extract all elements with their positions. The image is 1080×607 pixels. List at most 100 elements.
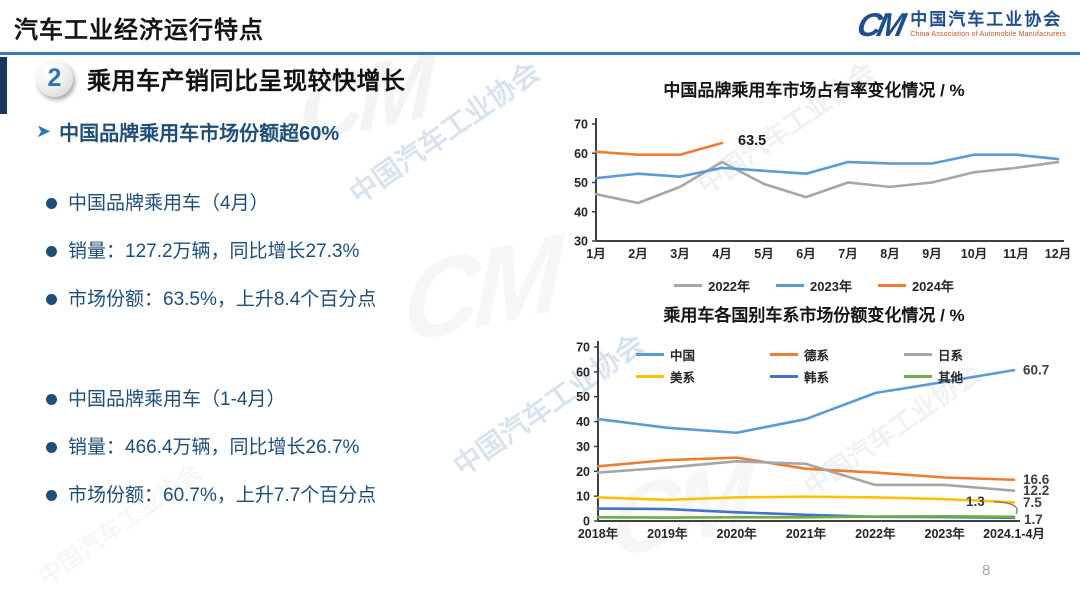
content-left: 2 乘用车产销同比呈现较快增长 ➤ 中国品牌乘用车市场份额超60% 中国品牌乘用… — [36, 60, 524, 506]
list-item: 销量：466.4万辆，同比增长26.7% — [46, 434, 516, 461]
list-item: 销量：127.2万辆，同比增长27.3% — [46, 238, 516, 265]
svg-text:2019年: 2019年 — [647, 526, 688, 541]
svg-text:2022年: 2022年 — [855, 526, 896, 541]
svg-text:6月: 6月 — [796, 247, 815, 261]
legend-item: 韩系 — [770, 367, 878, 386]
legend-item: 2022年 — [674, 276, 750, 295]
section-heading-row: 2 乘用车产销同比呈现较快增长 — [36, 60, 524, 97]
caam-logo: CM 中国汽车工业协会 China Association of Automob… — [854, 6, 1066, 43]
svg-text:60.7: 60.7 — [1023, 363, 1049, 378]
caam-logo-name: 中国汽车工业协会 — [910, 10, 1063, 30]
bullet-dot-icon — [46, 490, 57, 501]
chart-share-by-country: 乘用车各国别车系市场份额变化情况 / % 中国 德系 日系美系 韩系 其他 0 10 20 3… — [548, 305, 1080, 571]
caam-logo-mark-icon: CM — [854, 6, 906, 43]
legend-label: 日系 — [938, 349, 964, 363]
svg-text:60: 60 — [574, 147, 588, 161]
legend-line-icon — [904, 353, 932, 356]
svg-text:9月: 9月 — [922, 247, 941, 261]
chart-title: 中国品牌乘用车市场占有率变化情况 / % — [663, 81, 965, 100]
bullet-text: 销量：466.4万辆，同比增长26.7% — [68, 437, 360, 458]
bullet-group-april: 中国品牌乘用车（4月） 销量：127.2万辆，同比增长27.3% 市场份额：63… — [46, 190, 516, 334]
legend-label: 2022年 — [708, 279, 751, 294]
caam-logo-subtitle: China Association of Automobile Manufact… — [910, 30, 1066, 38]
chart-title: 乘用车各国别车系市场份额变化情况 / % — [663, 306, 965, 325]
bullet-text: 销量：127.2万辆，同比增长27.3% — [68, 241, 360, 262]
section-subheading-row: ➤ 中国品牌乘用车市场份额超60% — [36, 117, 524, 146]
page-number: 8 — [982, 562, 991, 579]
svg-text:4月: 4月 — [712, 247, 731, 261]
svg-text:40: 40 — [576, 415, 590, 429]
bullet-dot-icon — [46, 294, 57, 305]
svg-text:7.5: 7.5 — [1023, 495, 1042, 510]
svg-text:8月: 8月 — [880, 247, 899, 261]
svg-text:5月: 5月 — [754, 247, 773, 261]
svg-text:30: 30 — [574, 235, 588, 249]
legend-item: 中国 — [636, 345, 744, 364]
chart-legend: 2022年 2023年 2024年 — [548, 276, 1080, 295]
svg-text:2018年: 2018年 — [578, 526, 619, 541]
list-item: 中国品牌乘用车（1-4月） — [46, 386, 516, 413]
svg-text:2024.1-4月: 2024.1-4月 — [983, 527, 1045, 541]
svg-text:7月: 7月 — [838, 247, 857, 261]
bullet-text: 市场份额：63.5%，上升8.4个百分点 — [68, 289, 377, 310]
legend-label: 其他 — [938, 371, 964, 385]
svg-text:2020年: 2020年 — [717, 526, 758, 541]
svg-text:60: 60 — [576, 365, 590, 379]
legend-item: 2023年 — [776, 276, 852, 295]
svg-text:2021年: 2021年 — [786, 526, 827, 541]
svg-text:3月: 3月 — [670, 247, 689, 261]
legend-line-icon — [776, 284, 805, 287]
svg-text:11月: 11月 — [1003, 247, 1029, 261]
svg-text:40: 40 — [574, 205, 588, 219]
svg-text:16.6: 16.6 — [1023, 472, 1050, 487]
svg-text:1.3: 1.3 — [966, 494, 985, 509]
bullet-dot-icon — [46, 394, 57, 405]
svg-text:63.5: 63.5 — [738, 133, 766, 149]
svg-text:1月: 1月 — [586, 247, 605, 261]
legend-line-icon — [674, 284, 703, 287]
legend-line-icon — [770, 375, 798, 378]
chart-legend: 中国 德系 日系美系 韩系 其他 — [636, 345, 1012, 386]
bullet-text: 中国品牌乘用车（1-4月） — [68, 389, 286, 410]
section-accent-bar — [0, 57, 7, 114]
svg-text:10月: 10月 — [961, 247, 987, 261]
legend-item: 美系 — [636, 367, 744, 386]
chart-share-by-country-plot: 0 10 20 30 40 50 60 70 2018年 2019年 2020年 2021年 2022年… — [576, 341, 1050, 542]
legend-label: 2024年 — [911, 279, 954, 294]
legend-line-icon — [904, 375, 932, 378]
arrow-bullet-icon: ➤ — [36, 121, 52, 141]
section-subheading: 中国品牌乘用车市场份额超60% — [59, 123, 340, 145]
legend-label: 中国 — [670, 349, 696, 363]
legend-label: 2023年 — [810, 279, 852, 294]
chart-monthly-market-share-plot: 30 40 50 60 70 1月 2月 3月 4月 5月 6月 7月 8月 9月 10月 11月 12月 63.… — [574, 118, 1071, 262]
svg-text:10: 10 — [576, 490, 590, 504]
legend-label: 德系 — [804, 349, 830, 363]
svg-text:12月: 12月 — [1045, 247, 1071, 261]
bullet-dot-icon — [46, 198, 57, 209]
bullet-group-jan-april: 中国品牌乘用车（1-4月） 销量：466.4万辆，同比增长26.7% 市场份额：… — [46, 386, 516, 530]
legend-item: 其他 — [904, 367, 1012, 386]
legend-line-icon — [770, 353, 798, 356]
legend-item: 2024年 — [877, 276, 954, 295]
legend-line-icon — [877, 284, 906, 287]
svg-text:12.2: 12.2 — [1023, 483, 1049, 498]
svg-text:70: 70 — [576, 341, 590, 355]
chart-monthly-market-share: 中国品牌乘用车市场占有率变化情况 / % 30 40 50 60 70 1月 2月 3月 4月 5… — [548, 80, 1080, 295]
bullet-text: 市场份额：60.7%，上升7.7个百分点 — [68, 485, 377, 506]
slide-header: 汽车工业经济运行特点 CM 中国汽车工业协会 China Association… — [0, 0, 1080, 55]
legend-label: 美系 — [670, 371, 696, 385]
svg-text:2023年: 2023年 — [925, 526, 966, 541]
bullet-dot-icon — [46, 246, 57, 257]
svg-text:30: 30 — [576, 440, 590, 454]
legend-label: 韩系 — [804, 371, 830, 385]
bullet-dot-icon — [46, 442, 57, 453]
list-item: 市场份额：63.5%，上升8.4个百分点 — [46, 286, 516, 313]
svg-text:50: 50 — [576, 390, 590, 404]
section-number-badge: 2 — [36, 60, 73, 97]
svg-text:20: 20 — [576, 465, 590, 479]
svg-text:0: 0 — [583, 515, 590, 529]
page-title: 汽车工业经济运行特点 — [14, 17, 264, 44]
svg-text:1.7: 1.7 — [1024, 512, 1043, 527]
bullet-text: 中国品牌乘用车（4月） — [68, 193, 269, 214]
